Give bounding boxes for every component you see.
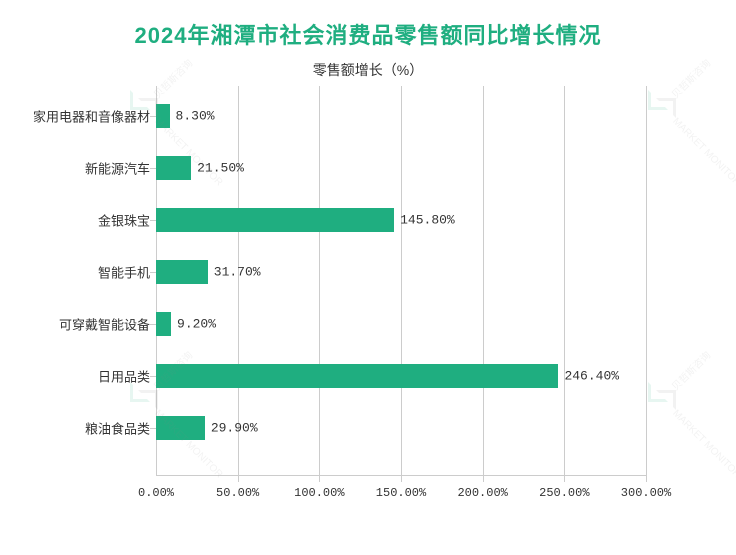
bar-value-label: 145.80% — [400, 213, 455, 228]
category-label: 日用品类 — [98, 367, 150, 386]
bar-value-label: 8.30% — [176, 109, 215, 124]
bar-value-label: 21.50% — [197, 161, 244, 176]
bar-row: 金银珠宝145.80% — [156, 208, 646, 232]
bar-value-label: 9.20% — [177, 317, 216, 332]
x-tick — [564, 476, 565, 482]
plot-area: 0.00% 50.00% 100.00% 150.00% 200.00% 250.00% 3… — [28, 86, 708, 516]
x-tick-label: 300.00% — [621, 486, 671, 500]
x-tick — [319, 476, 320, 482]
bar-value-label: 246.40% — [564, 369, 619, 384]
x-tick — [401, 476, 402, 482]
bar-row: 可穿戴智能设备9.20% — [156, 312, 646, 336]
bar: 9.20% — [156, 312, 171, 336]
x-tick-label: 250.00% — [539, 486, 589, 500]
bar-row: 智能手机31.70% — [156, 260, 646, 284]
bar: 145.80% — [156, 208, 394, 232]
bar-value-label: 29.90% — [211, 421, 258, 436]
bar-row: 日用品类246.40% — [156, 364, 646, 388]
bar: 246.40% — [156, 364, 558, 388]
x-tick-label: 200.00% — [457, 486, 507, 500]
x-tick-label: 0.00% — [138, 486, 174, 500]
bar: 8.30% — [156, 104, 170, 128]
chart-title: 2024年湘潭市社会消费品零售额同比增长情况 — [28, 18, 708, 50]
category-label: 粮油食品类 — [85, 419, 150, 438]
x-tick — [483, 476, 484, 482]
bar: 29.90% — [156, 416, 205, 440]
bar-value-label: 31.70% — [214, 265, 261, 280]
bar: 21.50% — [156, 156, 191, 180]
category-label: 家用电器和音像器材 — [33, 107, 150, 126]
x-tick — [238, 476, 239, 482]
category-label: 智能手机 — [98, 263, 150, 282]
category-label: 新能源汽车 — [85, 159, 150, 178]
bar: 31.70% — [156, 260, 208, 284]
category-label: 金银珠宝 — [98, 211, 150, 230]
bar-row: 家用电器和音像器材8.30% — [156, 104, 646, 128]
category-label: 可穿戴智能设备 — [59, 315, 150, 334]
chart-container: 2024年湘潭市社会消费品零售额同比增长情况 零售额增长（%） 0.00% 50.… — [0, 0, 736, 555]
x-tick-label: 100.00% — [294, 486, 344, 500]
grid-line — [646, 86, 647, 476]
chart-subtitle: 零售额增长（%） — [28, 60, 708, 80]
x-tick — [646, 476, 647, 482]
x-tick-label: 150.00% — [376, 486, 426, 500]
x-tick-label: 50.00% — [216, 486, 259, 500]
bar-row: 新能源汽车21.50% — [156, 156, 646, 180]
bar-row: 粮油食品类29.90% — [156, 416, 646, 440]
